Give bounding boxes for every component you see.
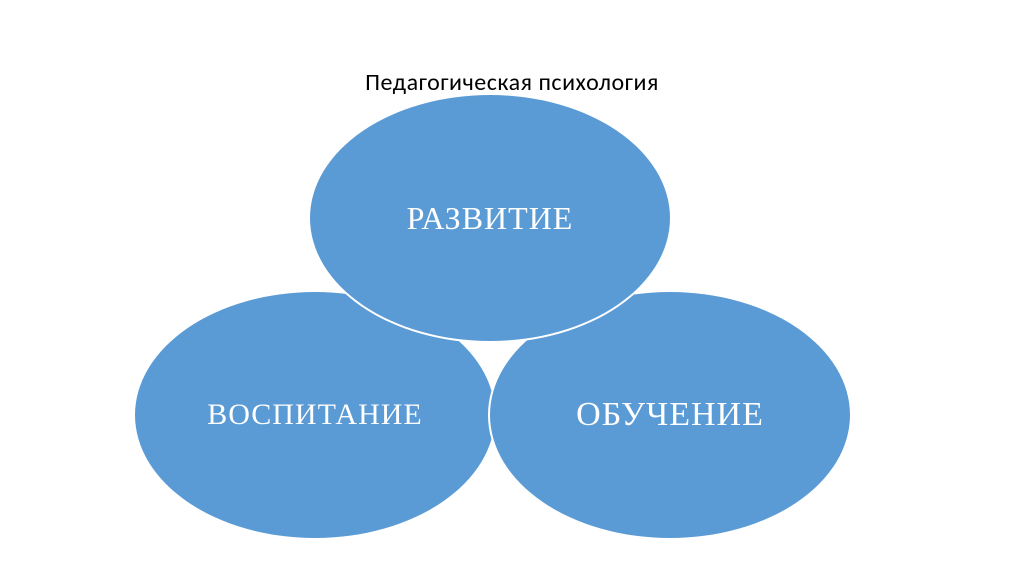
- ellipse-top-label: РАЗВИТИЕ: [407, 200, 574, 237]
- diagram-title: Педагогическая психология: [0, 68, 1024, 97]
- ellipse-bottom-left-label: ВОСПИТАНИЕ: [207, 398, 423, 432]
- ellipse-top: РАЗВИТИЕ: [308, 93, 672, 343]
- ellipse-bottom-right-label: ОБУЧЕНИЕ: [576, 396, 764, 434]
